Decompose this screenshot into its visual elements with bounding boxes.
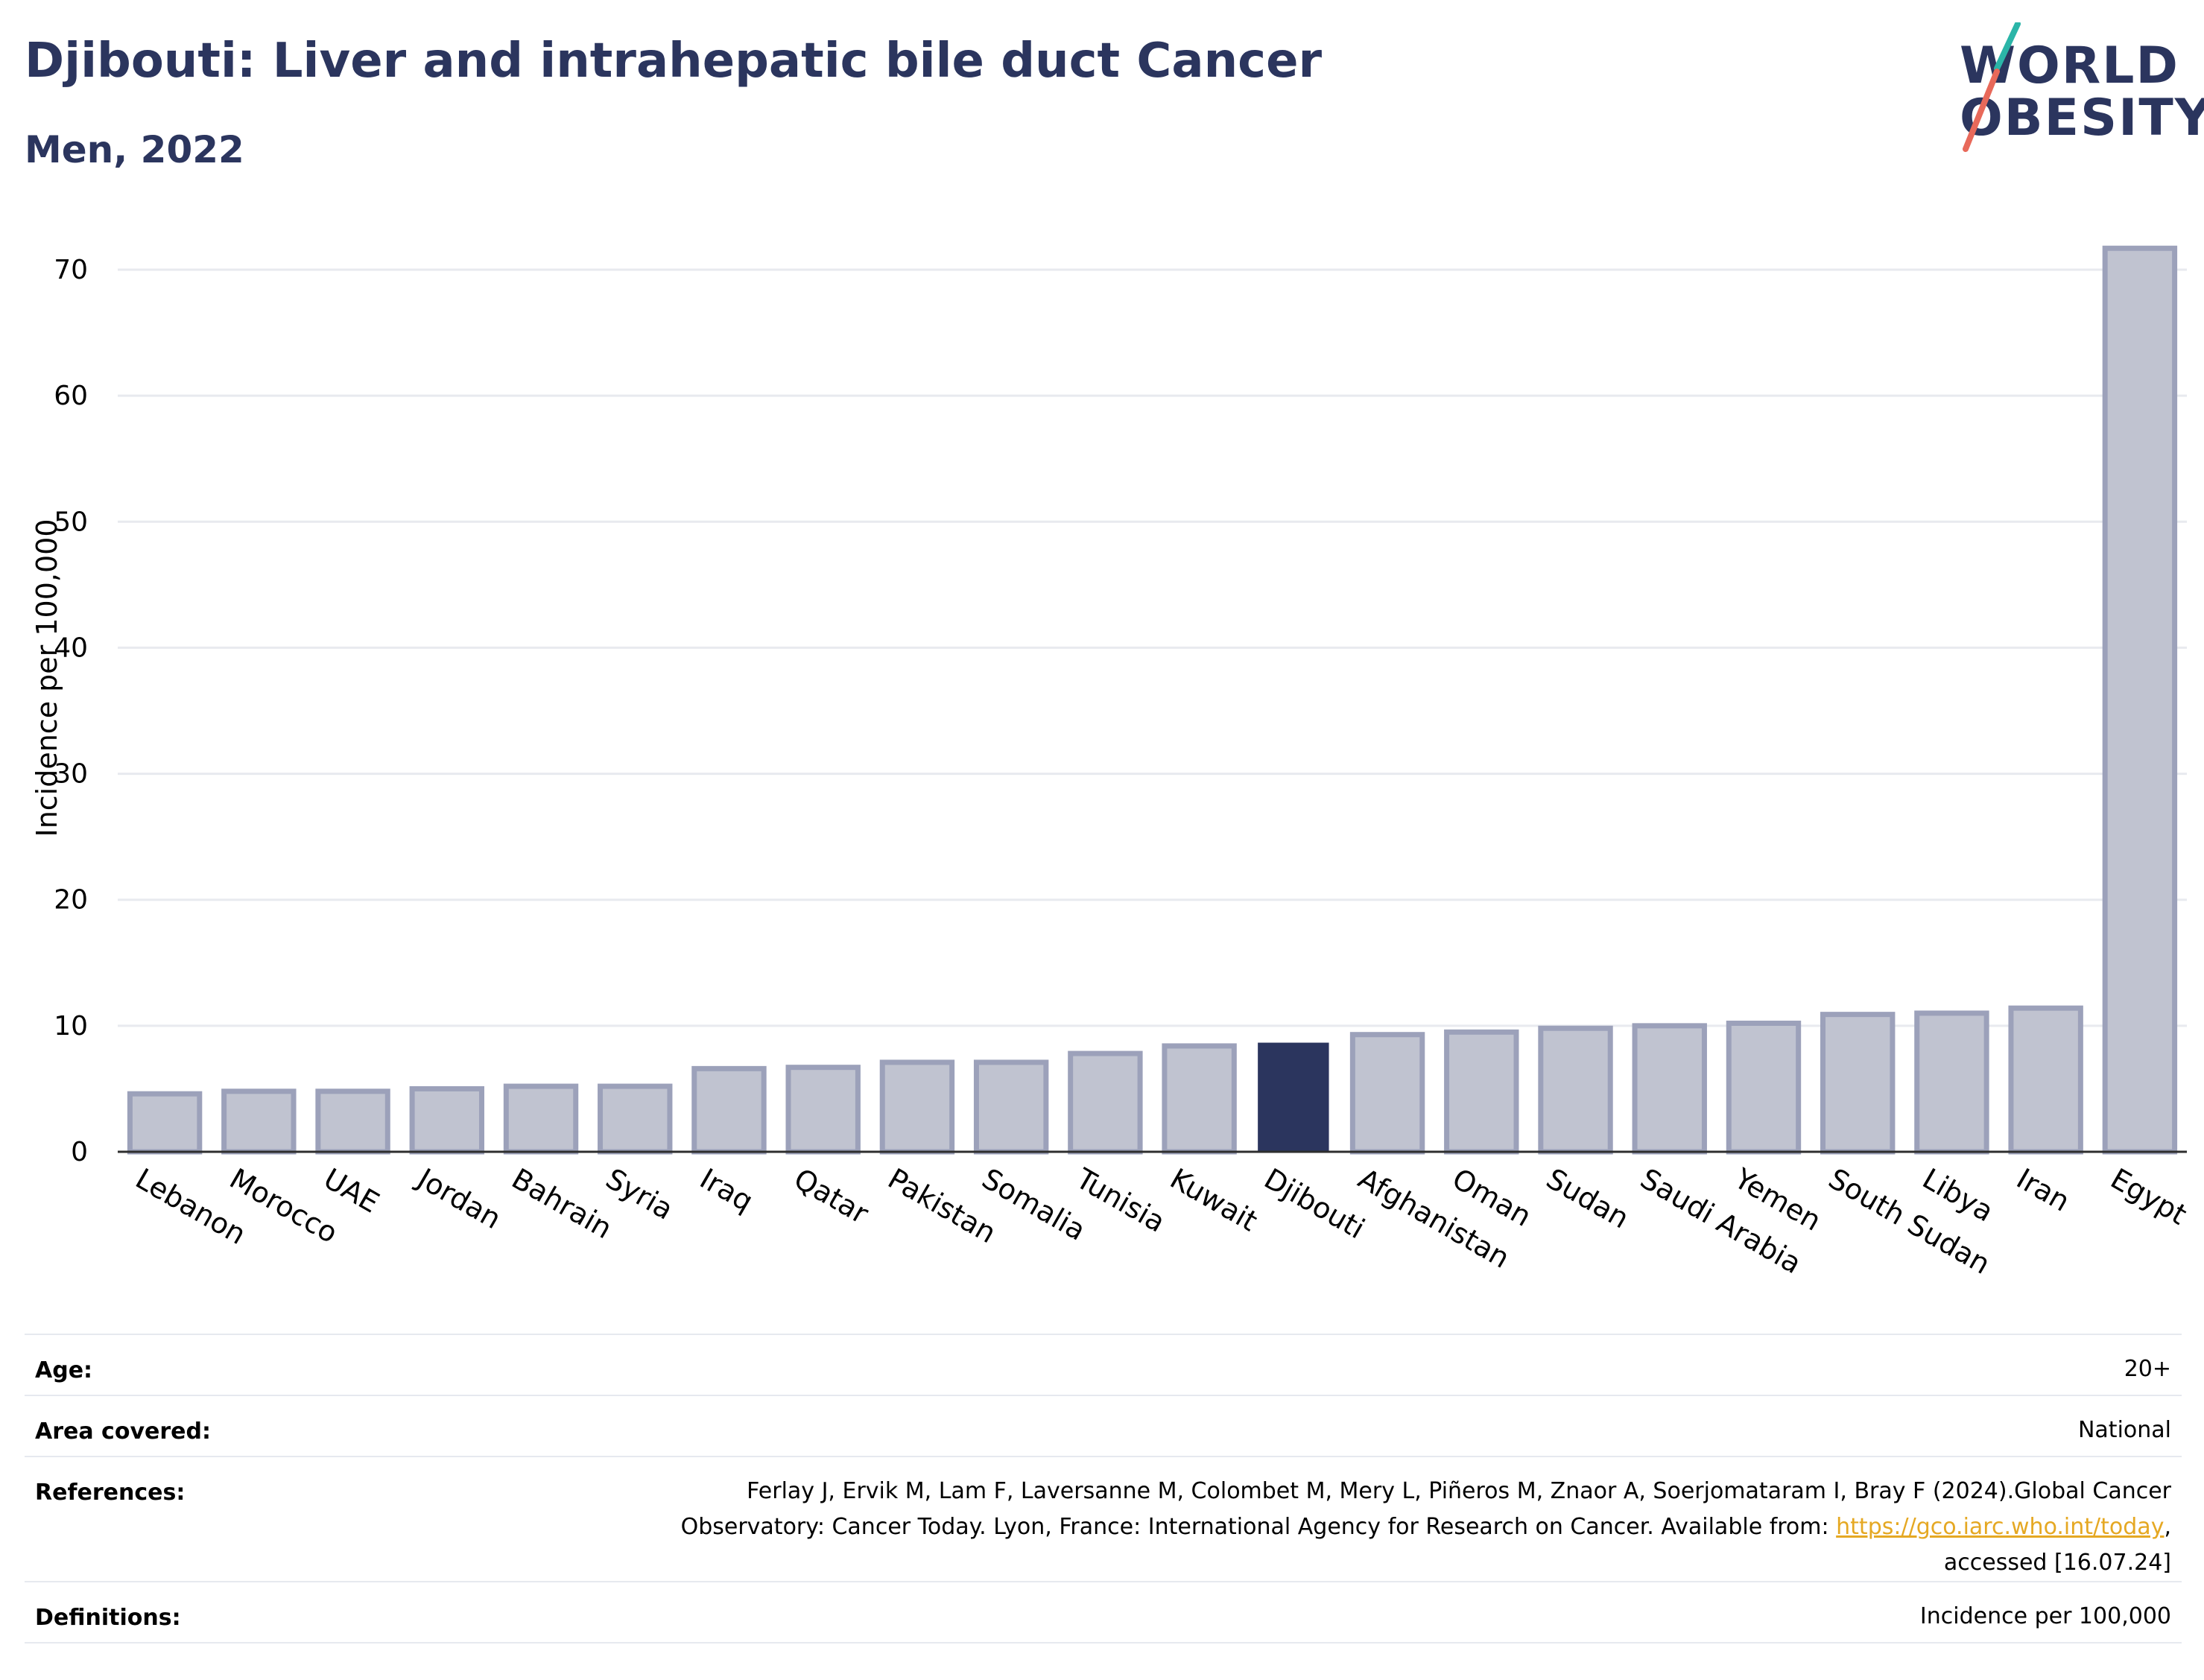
- area-value: National: [2077, 1417, 2171, 1443]
- bar: [1538, 1025, 1613, 1155]
- bar: [973, 1059, 1049, 1155]
- x-tick-label: South Sudan: [1823, 1162, 1996, 1281]
- bar: [1068, 1050, 1143, 1155]
- definitions-label: Definitions:: [35, 1605, 181, 1631]
- bar: [1914, 1010, 1989, 1155]
- references-line-2-end: ,: [2164, 1514, 2171, 1540]
- bar: [2008, 1005, 2083, 1155]
- bar: [1349, 1032, 1425, 1155]
- meta-row-age: Age: 20+: [25, 1334, 2182, 1383]
- x-tick-label: Qatar: [788, 1162, 874, 1231]
- meta-row-definitions: Definitions: Incidence per 100,000: [25, 1581, 2182, 1631]
- meta-row-references: References: Ferlay J, Ervik M, Lam F, La…: [25, 1456, 2182, 1584]
- age-value: 20+: [2124, 1356, 2171, 1382]
- references-line-3: accessed [16.07.24]: [1943, 1550, 2171, 1576]
- y-tick-label: 0: [71, 1137, 88, 1167]
- bar: [1162, 1043, 1237, 1155]
- definitions-value: Incidence per 100,000: [1919, 1603, 2171, 1629]
- bar: [2102, 245, 2178, 1155]
- bar: [127, 1091, 203, 1155]
- chart-subtitle: Men, 2022: [25, 128, 244, 171]
- bar: [691, 1065, 767, 1155]
- chart-title: Djibouti: Liver and intrahepatic bile du…: [25, 34, 1323, 89]
- bar: [503, 1083, 579, 1155]
- bar: [409, 1085, 484, 1155]
- age-label: Age:: [35, 1357, 93, 1383]
- x-tick-label: Egypt: [2105, 1162, 2192, 1232]
- y-tick-label: 20: [54, 885, 88, 916]
- x-tick-label: Bahrain: [507, 1162, 618, 1246]
- x-tick-label: Saudi Arabia: [1635, 1162, 1807, 1281]
- references-label: References:: [35, 1480, 186, 1506]
- y-axis-label: Incidence per 100,000: [31, 519, 63, 837]
- bar: [221, 1088, 297, 1155]
- y-tick-label: 70: [54, 255, 88, 285]
- y-tick-label: 10: [54, 1011, 88, 1042]
- meta-row-area: Area covered: National: [25, 1395, 2182, 1445]
- bar: [1632, 1023, 1707, 1155]
- references-line-2: Observatory: Cancer Today. Lyon, France:…: [681, 1509, 2171, 1545]
- logo-slash-icon: [1963, 22, 2021, 152]
- world-obesity-logo: WORLD OBESITY: [1937, 22, 2204, 160]
- x-tick-label: Pakistan: [882, 1162, 1001, 1250]
- area-label: Area covered:: [35, 1419, 211, 1445]
- bar: [879, 1059, 955, 1155]
- x-tick-label: UAE: [318, 1162, 384, 1220]
- references-line-2-text: Observatory: Cancer Today. Lyon, France:…: [680, 1514, 1837, 1540]
- y-tick-label: 30: [54, 759, 88, 790]
- bar: [598, 1083, 673, 1155]
- bar: [1820, 1012, 1896, 1155]
- y-tick-label: 50: [54, 507, 88, 537]
- references-line-1: Ferlay J, Ervik M, Lam F, Laversanne M, …: [747, 1478, 2171, 1504]
- x-tick-label: Iraq: [694, 1162, 759, 1218]
- x-tick-label: Djibouti: [1258, 1162, 1370, 1246]
- bar: [1258, 1042, 1329, 1153]
- x-tick-label: Kuwait: [1165, 1162, 1263, 1238]
- bar: [1726, 1020, 1802, 1155]
- meta-bottom-divider: [25, 1642, 2182, 1643]
- x-tick-label: Sudan: [1541, 1162, 1635, 1235]
- x-tick-label: Jordan: [411, 1161, 507, 1236]
- bar: [785, 1065, 861, 1155]
- y-tick-label: 60: [54, 381, 88, 411]
- y-tick-label: 40: [54, 633, 88, 663]
- bar: [1444, 1029, 1519, 1155]
- x-tick-label: Iran: [2011, 1162, 2075, 1218]
- references-text: Ferlay J, Ervik M, Lam F, Laversanne M, …: [681, 1474, 2171, 1581]
- bar: [315, 1088, 390, 1155]
- references-link[interactable]: https://gco.iarc.who.int/today: [1836, 1514, 2165, 1540]
- logo-word-obesity: OBESITY: [1960, 89, 2204, 148]
